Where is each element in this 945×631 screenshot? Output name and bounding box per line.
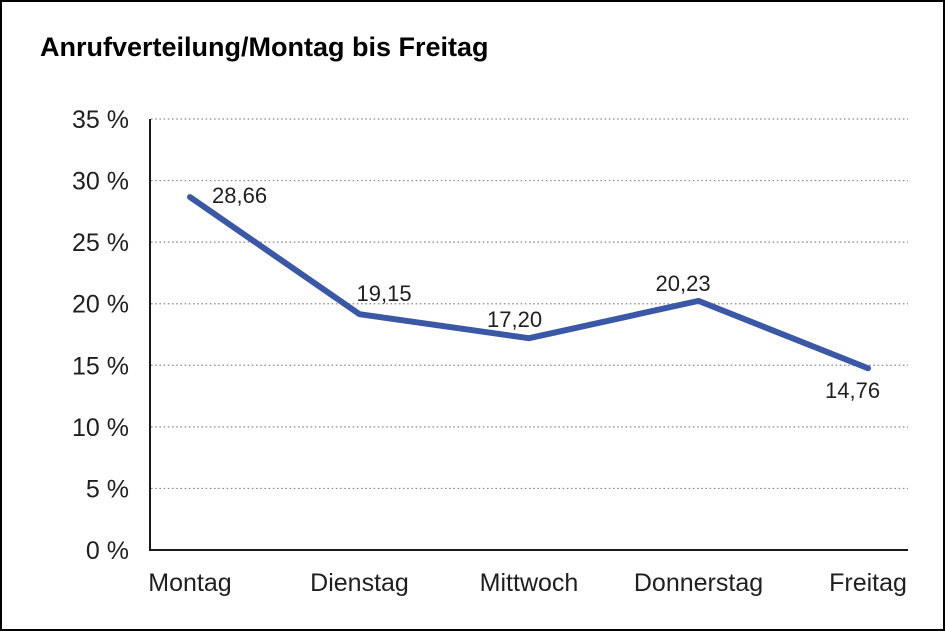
data-point-label: 19,15: [357, 281, 412, 306]
y-tick-label: 10 %: [72, 414, 129, 442]
x-category-label: Montag: [148, 569, 231, 597]
x-category-label: Donnerstag: [634, 569, 763, 597]
y-tick-label: 20 %: [72, 291, 129, 319]
y-tick-label: 0 %: [86, 537, 129, 565]
x-category-label: Freitag: [829, 569, 907, 597]
y-tick-label: 5 %: [86, 475, 129, 503]
x-category-label: Mittwoch: [480, 569, 579, 597]
chart-title: Anrufverteilung/Montag bis Freitag: [40, 32, 489, 62]
y-tick-label: 35 %: [72, 106, 129, 134]
y-tick-label: 30 %: [72, 168, 129, 196]
data-point-label: 20,23: [656, 271, 711, 296]
data-point-label: 17,20: [487, 307, 542, 332]
data-point-label: 14,76: [825, 378, 880, 403]
x-category-label: Dienstag: [310, 569, 409, 597]
data-point-label: 28,66: [212, 183, 267, 208]
y-tick-label: 25 %: [72, 229, 129, 257]
y-tick-label: 15 %: [72, 352, 129, 380]
data-line: [187, 194, 871, 372]
